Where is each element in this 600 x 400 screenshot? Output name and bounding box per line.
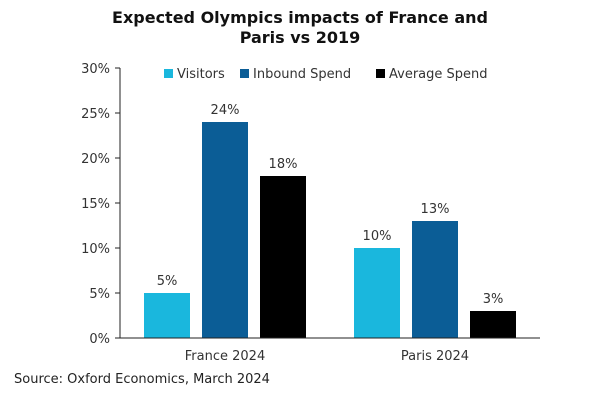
legend-swatch: [240, 69, 249, 78]
bars: [144, 122, 516, 338]
y-tick-label: 10%: [81, 242, 110, 257]
chart-title: Expected Olympics impacts of France and …: [0, 8, 600, 48]
legend: Visitors Inbound Spend Average Spend: [164, 67, 488, 82]
x-tick-label: France 2024: [185, 349, 265, 364]
chart-title-line2: Paris vs 2019: [239, 28, 361, 47]
bar-value-labels: 5% 24% 18% 10% 13% 3%: [157, 103, 504, 307]
y-axis: 0% 5% 10% 15% 20% 25% 30%: [81, 62, 121, 347]
legend-label: Visitors: [177, 67, 225, 82]
source-note: Source: Oxford Economics, March 2024: [14, 372, 270, 387]
bar-value-label: 13%: [421, 202, 450, 217]
bar-value-label: 10%: [363, 229, 392, 244]
bar: [470, 311, 516, 338]
legend-label: Inbound Spend: [253, 67, 351, 82]
bar-value-label: 3%: [483, 292, 504, 307]
bar: [202, 122, 248, 338]
bar: [144, 293, 190, 338]
bar-value-label: 18%: [269, 157, 298, 172]
y-tick-label: 25%: [81, 107, 110, 122]
y-tick-label: 20%: [81, 152, 110, 167]
legend-swatch: [376, 69, 385, 78]
y-tick-label: 0%: [89, 332, 110, 347]
y-tick-label: 5%: [89, 287, 110, 302]
bar: [354, 248, 400, 338]
x-tick-label: Paris 2024: [401, 349, 469, 364]
chart-title-line1: Expected Olympics impacts of France and: [112, 8, 488, 27]
bar: [412, 221, 458, 338]
bar-value-label: 5%: [157, 274, 178, 289]
bar: [260, 176, 306, 338]
y-tick-label: 30%: [81, 62, 110, 77]
x-axis: France 2024 Paris 2024: [120, 337, 540, 364]
legend-swatch: [164, 69, 173, 78]
bar-value-label: 24%: [211, 103, 240, 118]
legend-label: Average Spend: [389, 67, 488, 82]
y-tick-label: 15%: [81, 197, 110, 212]
